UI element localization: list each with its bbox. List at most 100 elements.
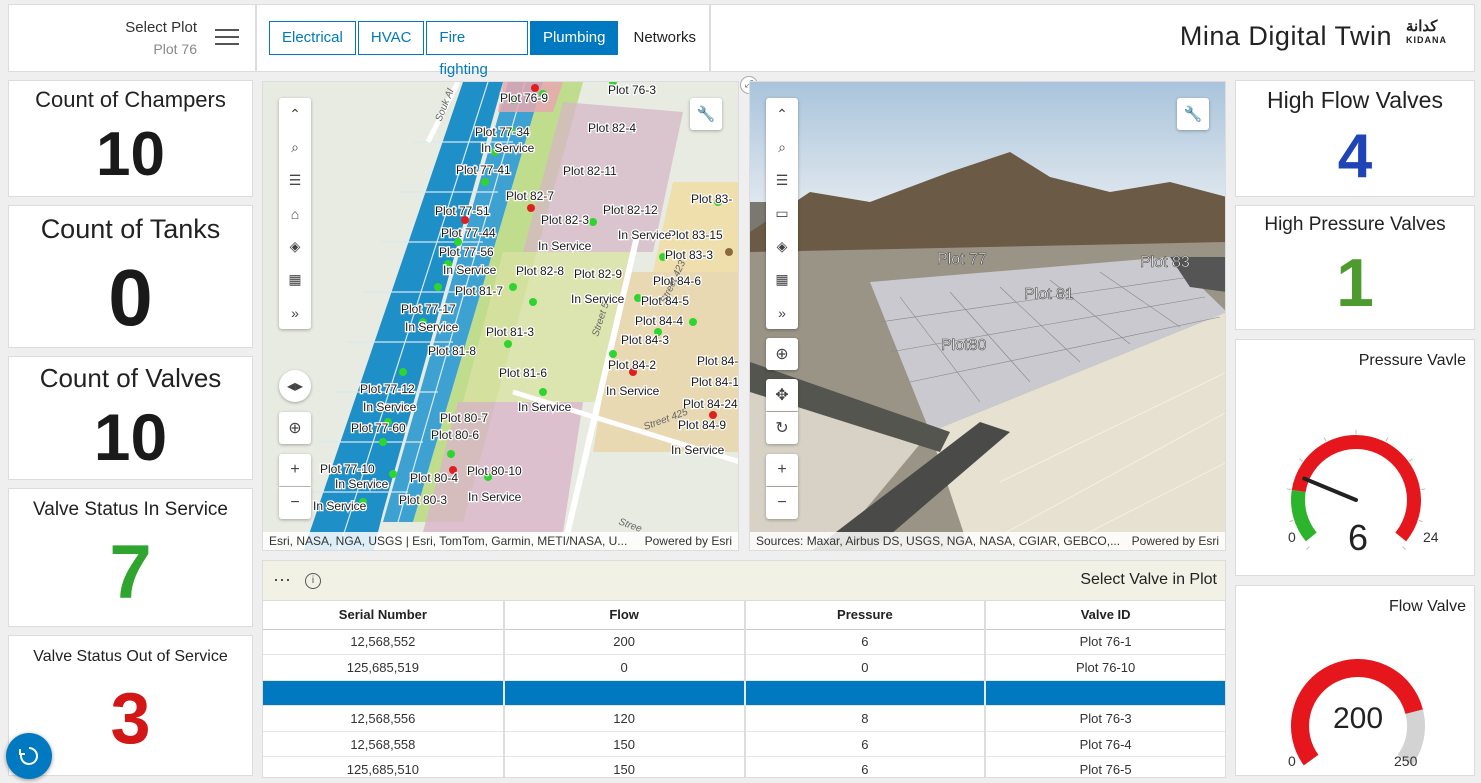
map-label: Plot 81-8 <box>428 344 476 358</box>
gauge-needle <box>1302 476 1358 502</box>
tab-networks[interactable]: Networks <box>620 21 709 55</box>
gauge-tick <box>1323 437 1327 442</box>
table-cell: Plot 76-5 <box>985 756 1225 777</box>
more-icon[interactable]: ··· <box>273 569 291 589</box>
layers-icon[interactable]: ◈ <box>289 238 301 254</box>
valve-table: Serial Number Flow Pressure Valve ID 12,… <box>263 601 1225 777</box>
locate-icon[interactable]: ⊕ <box>279 412 311 444</box>
locate-icon[interactable]: ⊕ <box>766 338 798 370</box>
map-label: In Service <box>538 239 592 253</box>
table-row[interactable]: 12,568,556 120 8 Plot 76-3 <box>263 705 1225 732</box>
table-cell: Plot 76-1 <box>985 629 1225 656</box>
zoom-out-icon[interactable]: − <box>279 487 311 519</box>
map-label: Plot 84-6 <box>653 274 701 288</box>
gauge-tick <box>1289 519 1294 523</box>
column-header[interactable]: Valve ID <box>985 601 1225 630</box>
map-2d-canvas[interactable]: Plot 76-9 Plot 76-3 Plot 77-34 In Servic… <box>263 82 739 551</box>
tab-electrical[interactable]: Electrical <box>269 21 356 55</box>
map-2d-view[interactable]: Plot 76-9 Plot 76-3 Plot 77-34 In Servic… <box>262 81 739 551</box>
map-label: Plot 84-4 <box>635 314 683 328</box>
map-label: Plot 77-12 <box>360 382 415 396</box>
plot-selector[interactable]: Select Plot Plot 76 <box>8 4 256 72</box>
map-label: In Service <box>618 228 672 242</box>
map-label: Plot 84- <box>697 354 738 368</box>
presentation-icon[interactable]: ▭ <box>775 205 789 221</box>
table-row[interactable]: 125,685,510 150 6 Plot 76-5 <box>263 756 1225 777</box>
kpi-value: 1 <box>1336 245 1374 321</box>
search-icon[interactable]: ⌕ <box>778 139 786 155</box>
kpi-label: Count of Champers <box>35 87 226 112</box>
zoom-in-icon[interactable]: + <box>766 454 798 486</box>
compass-icon[interactable]: ◂▸ <box>279 370 311 402</box>
powered-by-esri[interactable]: Powered by Esri <box>1131 534 1219 548</box>
select-plot-value[interactable]: Plot 76 <box>153 41 197 57</box>
table-cell <box>263 680 505 707</box>
map-label: In Service <box>671 443 725 457</box>
map-label: Plot 76-3 <box>608 83 656 97</box>
gauge-red-band <box>1291 435 1421 542</box>
tab-fire-fighting[interactable]: Fire fighting <box>426 21 528 78</box>
powered-by-esri[interactable]: Powered by Esri <box>644 534 732 548</box>
table-row[interactable]: 125,685,519 0 0 Plot 76-10 <box>263 654 1225 681</box>
gauge-tick <box>1409 458 1413 462</box>
qr-icon[interactable]: ▦ <box>288 271 302 287</box>
gauge-value-band <box>1291 659 1423 766</box>
layer-list-icon[interactable]: ☰ <box>775 172 789 188</box>
column-header[interactable]: Pressure <box>744 601 987 630</box>
table-cell: 200 <box>503 629 746 656</box>
gauge-flow-panel: Flow Valve 0 250 200 <box>1235 585 1475 776</box>
table-cell: 12,568,556 <box>263 705 505 732</box>
qr-icon[interactable]: ▦ <box>775 271 789 287</box>
gauge-value: 6 <box>1348 517 1368 558</box>
chevron-up-icon[interactable]: ⌃ <box>776 106 788 122</box>
rotate-icon[interactable]: ↻ <box>766 412 798 444</box>
map-label: Plot 82-3 <box>541 213 589 227</box>
table-cell: 12,568,558 <box>263 731 505 758</box>
zoom-in-icon[interactable]: + <box>279 454 311 486</box>
tab-plumbing[interactable]: Plumbing <box>529 21 619 55</box>
search-icon[interactable]: ⌕ <box>291 139 299 155</box>
chevron-right-icon[interactable]: » <box>778 304 786 321</box>
kpi-value: 4 <box>1337 122 1373 191</box>
wrench-icon[interactable]: 🔧 <box>1177 98 1209 130</box>
kpi-value: 10 <box>93 400 168 474</box>
table-row[interactable]: 12,568,552 200 6 Plot 76-1 <box>263 629 1225 656</box>
hamburger-menu-icon[interactable] <box>215 29 239 47</box>
chevron-right-icon[interactable]: » <box>291 304 299 321</box>
kpi-label: Count of Valves <box>39 363 222 393</box>
map-label: Plot 82-7 <box>506 189 554 203</box>
map-3d-view[interactable]: Plot 77 Plot 83 Plot 81 Plot80 ⌃ ⌕ ☰ ▭ ◈… <box>749 81 1226 551</box>
tab-hvac[interactable]: HVAC <box>357 21 425 55</box>
map-label: Plot 82-11 <box>563 164 617 178</box>
map-3d-attribution: Sources: Maxar, Airbus DS, USGS, NGA, NA… <box>750 532 1225 550</box>
column-header[interactable]: Serial Number <box>263 601 505 630</box>
table-cell: 120 <box>503 705 746 732</box>
map-3d-canvas[interactable]: Plot 77 Plot 83 Plot 81 Plot80 <box>750 82 1226 551</box>
kpi-value: 10 <box>96 120 165 189</box>
table-row[interactable]: 12,568,558 150 6 Plot 76-4 <box>263 731 1225 758</box>
map-label: In Service <box>571 292 625 306</box>
kidana-logo: كدانة KIDANA <box>1406 19 1460 61</box>
kpi-value: 7 <box>109 530 152 615</box>
column-header[interactable]: Flow <box>503 601 746 630</box>
table-cell: 6 <box>744 629 987 656</box>
info-icon[interactable]: i <box>305 573 321 589</box>
map-3d-label: Plot 77 <box>937 251 987 268</box>
table-row-selected[interactable] <box>263 680 1225 707</box>
gauge-min: 0 <box>1288 529 1296 545</box>
chevron-up-icon[interactable]: ⌃ <box>289 106 301 122</box>
refresh-icon[interactable] <box>6 733 52 779</box>
table-cell: Plot 76-4 <box>985 731 1225 758</box>
map-label: Plot 84-1 <box>691 375 739 389</box>
pan-icon[interactable]: ✥ <box>766 379 798 411</box>
home-icon[interactable]: ⌂ <box>290 205 300 222</box>
kpi-label: High Flow Valves <box>1267 87 1443 113</box>
map-label: In Service <box>335 477 389 491</box>
table-cell: Plot 76-3 <box>985 705 1225 732</box>
zoom-out-icon[interactable]: − <box>766 487 798 519</box>
valve-points[interactable] <box>359 82 733 506</box>
layers-icon[interactable]: ◈ <box>776 238 788 254</box>
map-label: Plot 84-3 <box>621 333 669 347</box>
layer-list-icon[interactable]: ☰ <box>288 172 302 188</box>
wrench-icon[interactable]: 🔧 <box>690 98 722 130</box>
